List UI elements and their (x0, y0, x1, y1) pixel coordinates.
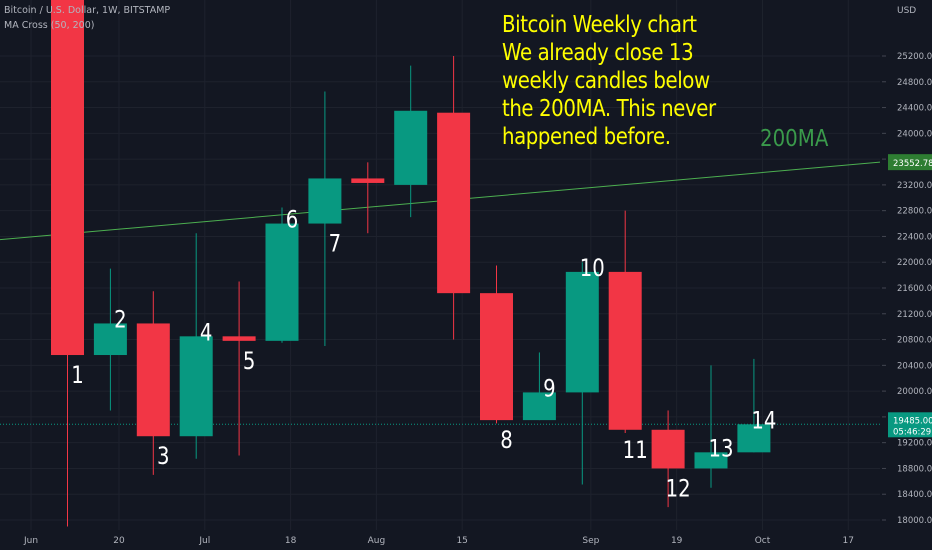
candle-number-label: 12 (666, 476, 691, 503)
price-tick-label: 23200.00 (897, 181, 932, 191)
candle-body (93, 323, 127, 356)
price-tick-label: 18000.00 (897, 516, 932, 526)
price-tick-label: 24000.00 (897, 129, 932, 139)
price-tick-label: 21200.00 (897, 310, 932, 320)
price-tick-label: 22800.00 (897, 207, 932, 217)
candle-body (437, 112, 471, 294)
candle-body (136, 323, 170, 437)
candle-number-label: 4 (200, 320, 213, 347)
candle-body (351, 178, 385, 183)
time-tick-label: 20 (113, 536, 125, 546)
price-axis-bg (882, 0, 932, 550)
price-tick-label: 22000.00 (897, 258, 932, 268)
time-tick-label: 15 (456, 536, 467, 546)
candle-body (308, 178, 342, 224)
time-axis: Jun 20 Jul 18 Aug 15 Sep 19 Oct 17 (0, 530, 882, 550)
candle-number-label: 1 (71, 362, 84, 389)
candle-body (394, 110, 428, 185)
time-tick-label: 17 (843, 536, 854, 546)
candle-number-label: 2 (114, 307, 127, 334)
time-tick-label: Jun (23, 536, 38, 546)
last-price-value: 19485.00 (893, 416, 932, 426)
candle-number-label: 6 (286, 207, 299, 234)
candle-number-label: 9 (543, 376, 556, 403)
price-tick-label: 20400.00 (897, 361, 932, 371)
candle-number-label: 14 (751, 408, 776, 435)
candle-body (265, 223, 299, 341)
candle-body (608, 271, 642, 430)
candle-body (737, 424, 771, 453)
candle-number-label: 7 (329, 231, 342, 258)
price-tick-label: 21600.00 (897, 284, 932, 294)
candle-number-label: 11 (623, 437, 648, 464)
price-tick-label: 18800.00 (897, 464, 932, 474)
candle-number-label: 8 (500, 427, 513, 454)
candle-body (651, 429, 685, 469)
chart-legend: Bitcoin / U.S. Dollar, 1W, BITSTAMP MA C… (4, 3, 170, 33)
price-axis: USD18000.0018400.0018800.0019200.0019600… (882, 0, 932, 550)
price-tick-label: 25200.00 (897, 52, 932, 62)
candles-group (51, 0, 771, 527)
candle-body (51, 0, 84, 356)
time-tick-label: 18 (285, 536, 297, 546)
candle-number-label: 13 (708, 436, 733, 463)
price-tick-label: 19200.00 (897, 439, 932, 449)
ma200-price-tag (888, 154, 932, 171)
ma200-label: 200MA (760, 126, 829, 152)
price-tick-label: 20800.00 (897, 336, 932, 346)
annotation-text: Bitcoin Weekly chart We already close 13… (502, 12, 716, 150)
candle-body (565, 271, 599, 393)
price-tick-label: 20000.00 (897, 387, 932, 397)
time-axis-bg (0, 530, 882, 550)
symbol-title[interactable]: Bitcoin / U.S. Dollar, 1W, BITSTAMP (4, 5, 171, 16)
candle-number-label: 5 (243, 348, 256, 375)
price-tick-label: 24400.00 (897, 104, 932, 114)
candle-number-label: 10 (580, 255, 605, 282)
candle-body (522, 392, 556, 421)
price-tick-label: 22400.00 (897, 232, 932, 242)
time-tick-label: Oct (755, 536, 771, 546)
ma200-price-tag-text: 23552.78 (893, 159, 932, 169)
candle-number-label: 3 (157, 443, 170, 470)
time-tick-label: Jul (198, 536, 210, 546)
candle-body (179, 336, 213, 437)
indicator-title[interactable]: MA Cross (50, 200) (4, 20, 95, 31)
time-tick-label: Sep (582, 536, 599, 546)
time-tick-label: Aug (368, 536, 386, 546)
time-tick-label: 19 (671, 536, 683, 546)
candle-body (694, 452, 728, 469)
candle-body (222, 336, 256, 341)
candle-body (480, 293, 513, 421)
last-price-tag (888, 412, 932, 438)
price-tick-label: 24800.00 (897, 78, 932, 88)
price-tick-label: 18400.00 (897, 490, 932, 500)
last-price-countdown: 05:46:29 (893, 427, 931, 437)
currency-label: USD (897, 6, 916, 16)
